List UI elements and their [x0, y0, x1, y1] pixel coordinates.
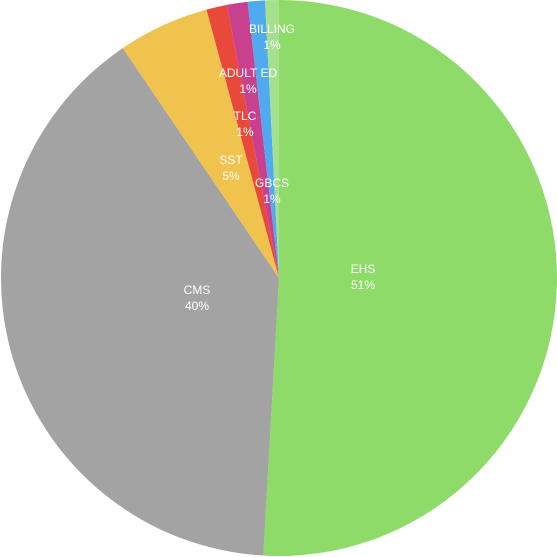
slice-label: EHS — [351, 262, 376, 276]
slice-percent-label: 40% — [185, 299, 209, 313]
slice-percent-label: 1% — [239, 82, 257, 96]
slice-label: SST — [219, 153, 243, 167]
pie-labels: EHS 51% CMS 40% SST 5% GBCS 1% TLC 1% ADULT ED 1% BI… — [184, 22, 376, 313]
slice-percent-label: 1% — [263, 192, 281, 206]
pie-slice-cms — [1, 48, 280, 556]
slice-label: TLC — [234, 109, 257, 123]
pie-slice-tlc — [226, 1, 279, 278]
slice-percent-label: 1% — [236, 125, 254, 139]
pie-slice-ehs — [263, 0, 557, 556]
slice-percent-label: 5% — [222, 169, 240, 183]
pie-slice-sst — [122, 9, 280, 279]
slice-percent-label: 51% — [351, 278, 375, 292]
pie-slice-billing — [265, 0, 279, 278]
slice-label: GBCS — [255, 176, 289, 190]
slice-label: BILLING — [249, 22, 295, 36]
slice-percent-label: 1% — [263, 38, 281, 52]
slice-label: CMS — [184, 283, 211, 297]
pie-slice-gbcs — [206, 4, 279, 279]
slice-label: ADULT ED — [219, 66, 278, 80]
pie-slice-adult-ed — [247, 0, 279, 278]
